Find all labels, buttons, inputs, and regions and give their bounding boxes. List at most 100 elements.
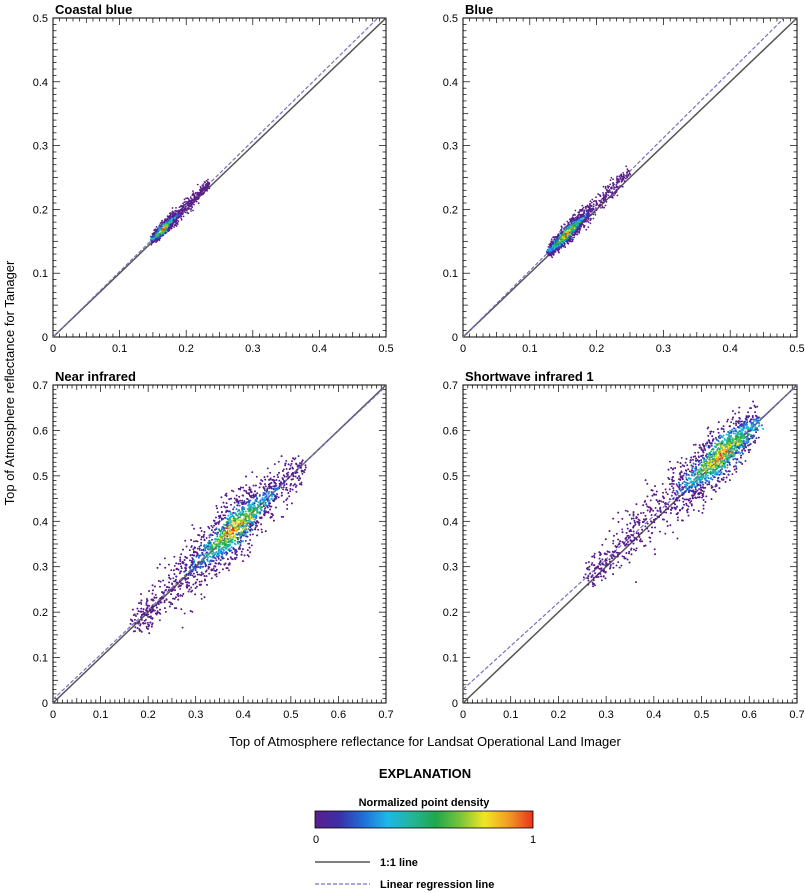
density-point bbox=[606, 185, 609, 188]
density-point bbox=[163, 219, 166, 222]
density-point bbox=[153, 233, 155, 236]
density-point bbox=[576, 233, 578, 236]
density-point bbox=[157, 227, 160, 230]
density-point bbox=[604, 187, 607, 190]
density-point bbox=[176, 223, 179, 226]
density-point bbox=[195, 197, 198, 200]
density-point bbox=[191, 194, 194, 197]
density-point bbox=[182, 215, 185, 218]
density-point bbox=[154, 228, 157, 231]
y-tick-label: 0.2 bbox=[443, 204, 458, 216]
density-point bbox=[166, 218, 169, 220]
density-point bbox=[169, 222, 171, 224]
density-point bbox=[589, 202, 591, 205]
density-point bbox=[589, 222, 592, 225]
density-point bbox=[168, 216, 170, 219]
density-point bbox=[591, 209, 594, 212]
density-point bbox=[548, 243, 551, 246]
density-point bbox=[583, 209, 586, 212]
density-point bbox=[574, 209, 577, 212]
density-point bbox=[175, 224, 177, 227]
density-point bbox=[573, 234, 576, 237]
density-point bbox=[602, 185, 605, 188]
density-point bbox=[171, 216, 174, 219]
density-point bbox=[168, 228, 171, 231]
density-point bbox=[184, 208, 187, 211]
density-point bbox=[206, 189, 209, 192]
x-tick-label: 0.7 bbox=[378, 709, 393, 721]
density-point bbox=[621, 185, 624, 188]
density-point bbox=[602, 194, 605, 197]
x-tick-label: 0.4 bbox=[312, 343, 327, 355]
density-point bbox=[197, 202, 200, 205]
density-point bbox=[582, 216, 585, 219]
x-tick-label: 0.4 bbox=[236, 709, 251, 721]
density-point bbox=[594, 200, 596, 202]
density-point bbox=[616, 180, 619, 183]
density-point bbox=[157, 234, 160, 237]
density-point bbox=[186, 201, 189, 204]
density-point bbox=[183, 201, 186, 204]
y-tick-label: 0.1 bbox=[443, 268, 458, 280]
density-point bbox=[578, 217, 580, 220]
density-point bbox=[554, 236, 557, 238]
density-point bbox=[166, 215, 169, 218]
panel-title: Blue bbox=[465, 2, 493, 17]
density-point bbox=[206, 181, 209, 183]
density-point bbox=[587, 226, 590, 229]
density-point bbox=[189, 200, 192, 203]
density-point bbox=[162, 231, 165, 234]
density-point bbox=[186, 202, 189, 205]
density-point bbox=[556, 243, 559, 246]
density-point bbox=[156, 240, 158, 243]
density-point bbox=[621, 175, 624, 178]
density-point bbox=[626, 175, 628, 178]
density-point bbox=[207, 178, 209, 181]
density-point bbox=[612, 178, 614, 181]
density-point bbox=[597, 193, 599, 195]
density-point bbox=[177, 220, 180, 223]
density-point bbox=[616, 194, 619, 197]
density-point bbox=[592, 217, 595, 220]
density-point bbox=[155, 226, 158, 228]
density-point bbox=[204, 187, 207, 190]
density-point bbox=[151, 233, 154, 235]
density-point bbox=[568, 233, 571, 236]
density-point bbox=[155, 234, 158, 236]
density-point bbox=[173, 226, 176, 228]
density-point bbox=[566, 226, 569, 229]
density-point bbox=[617, 179, 620, 182]
density-point bbox=[585, 228, 588, 231]
density-point bbox=[169, 225, 172, 228]
density-point bbox=[548, 249, 550, 252]
density-point bbox=[577, 226, 580, 229]
density-point bbox=[590, 208, 593, 211]
density-point bbox=[551, 256, 554, 259]
density-point bbox=[585, 213, 588, 215]
density-point bbox=[558, 244, 561, 247]
density-point bbox=[627, 169, 630, 172]
density-point bbox=[200, 194, 203, 196]
density-point bbox=[193, 198, 196, 201]
density-point bbox=[621, 178, 623, 181]
density-point bbox=[586, 206, 588, 208]
density-point bbox=[178, 209, 180, 212]
density-point bbox=[179, 213, 182, 216]
density-point bbox=[585, 220, 587, 223]
x-tick-label: 0 bbox=[50, 709, 56, 721]
density-point bbox=[558, 248, 561, 251]
density-point bbox=[169, 213, 172, 216]
density-point bbox=[167, 226, 170, 229]
density-point bbox=[589, 200, 592, 203]
density-point bbox=[572, 219, 574, 221]
density-point bbox=[199, 189, 202, 192]
density-point bbox=[175, 207, 177, 209]
density-point bbox=[155, 236, 158, 239]
density-point bbox=[616, 175, 618, 178]
x-tick-label: 0.2 bbox=[140, 709, 155, 721]
density-point bbox=[174, 210, 176, 212]
density-point bbox=[601, 206, 604, 209]
x-tick-label: 0.4 bbox=[723, 343, 738, 355]
density-point bbox=[608, 196, 611, 199]
density-point bbox=[604, 195, 606, 198]
